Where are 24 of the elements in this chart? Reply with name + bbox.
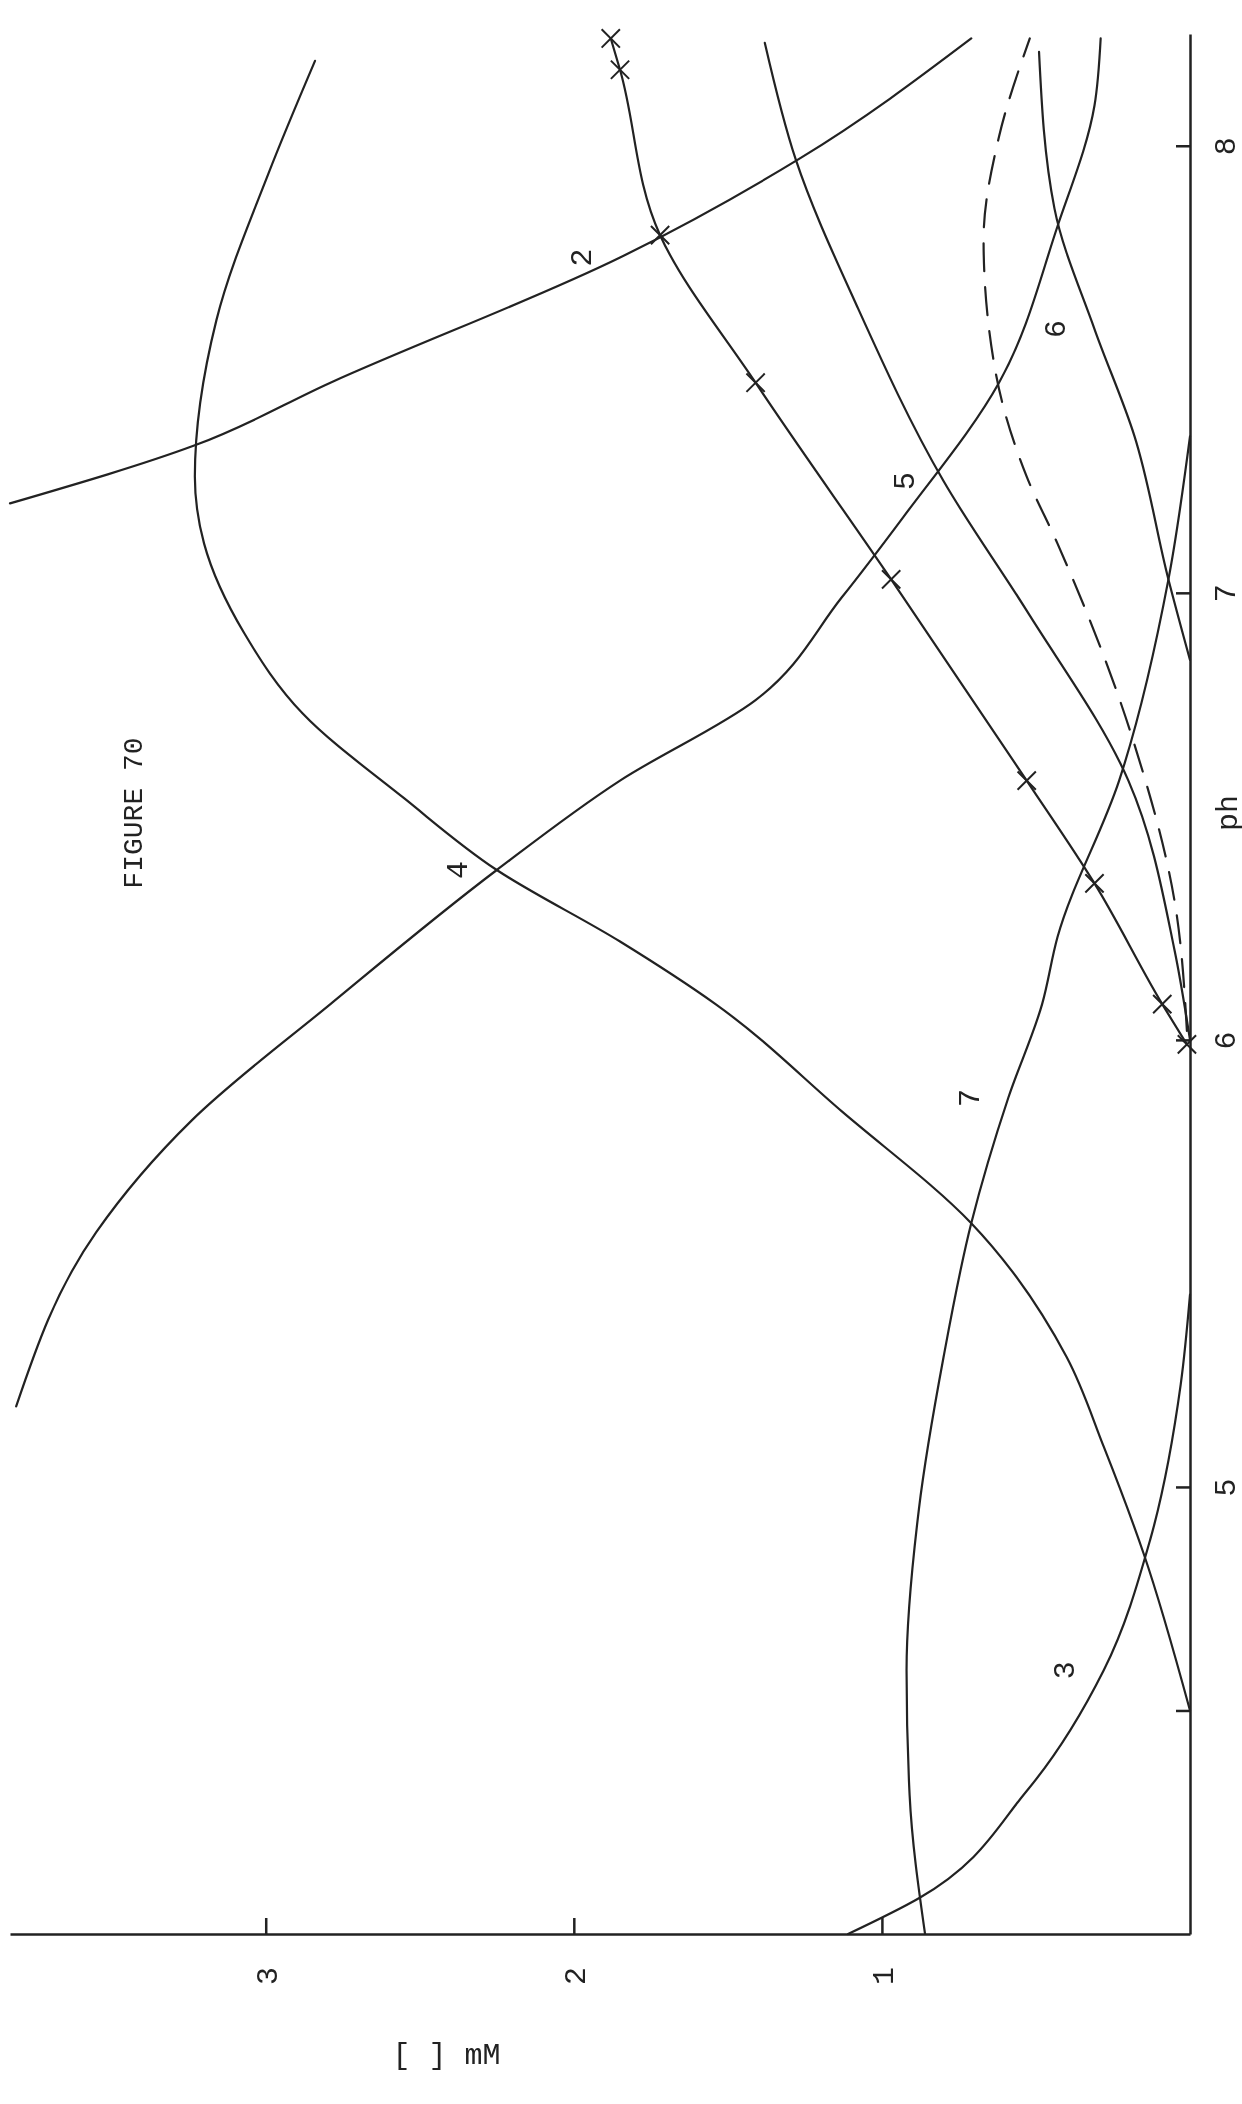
point bbox=[1084, 873, 1105, 894]
point bbox=[1016, 770, 1037, 791]
y-axis-title: ph bbox=[1211, 794, 1242, 832]
text: 6 bbox=[1039, 320, 1074, 339]
x-tick-label: 3 bbox=[251, 1966, 286, 1986]
point bbox=[649, 225, 671, 246]
y-tick-label: 8 bbox=[1209, 137, 1242, 156]
x-axis-title: [ ] mM bbox=[392, 2039, 501, 2073]
text: 7 bbox=[953, 1088, 988, 1108]
text: FIGURE 70 bbox=[118, 737, 150, 889]
text: 2 bbox=[565, 248, 600, 267]
point bbox=[745, 372, 766, 393]
text: 3 bbox=[1049, 1661, 1084, 1680]
y-tick-label: 5 bbox=[1209, 1478, 1242, 1497]
point bbox=[1152, 993, 1173, 1015]
x-tick-label: 1 bbox=[867, 1966, 902, 1986]
y-tick-label: 6 bbox=[1209, 1031, 1242, 1050]
text: 5 bbox=[889, 472, 924, 491]
point bbox=[881, 569, 902, 590]
y-tick-label: 7 bbox=[1209, 584, 1242, 603]
point bbox=[609, 59, 631, 80]
text: 4 bbox=[442, 860, 477, 880]
point bbox=[600, 28, 621, 49]
x-tick-label: 2 bbox=[559, 1966, 594, 1986]
